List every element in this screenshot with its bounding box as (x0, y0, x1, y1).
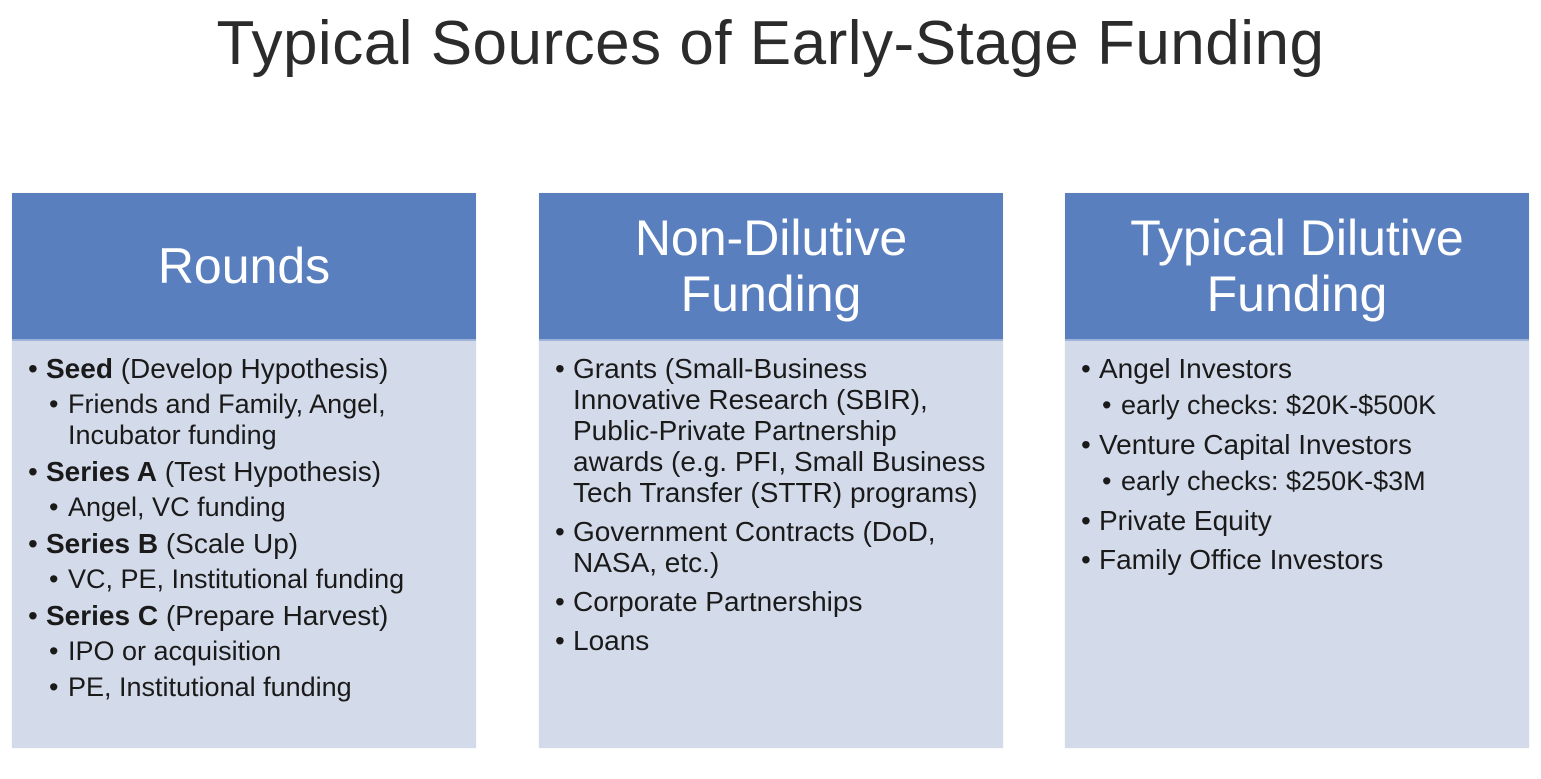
round-label: Seed (46, 353, 113, 384)
dilutive-header: Typical Dilutive Funding (1065, 193, 1529, 341)
round-series-c: Series C (Prepare Harvest) IPO or acquis… (26, 600, 462, 703)
dilutive-panel: Typical Dilutive Funding Angel Investors… (1065, 193, 1529, 748)
rounds-panel: Rounds Seed (Develop Hypothesis) Friends… (12, 193, 476, 748)
list-item: Venture Capital Investors early checks: … (1079, 429, 1515, 497)
round-series-b: Series B (Scale Up) VC, PE, Institutiona… (26, 528, 462, 595)
list-item: Grants (Small-Business Innovative Resear… (553, 353, 989, 508)
dilutive-body: Angel Investors early checks: $20K-$500K… (1065, 341, 1529, 575)
slide-title: Typical Sources of Early-Stage Funding (216, 9, 1325, 78)
round-sub-list: Angel, VC funding (46, 492, 462, 523)
list-item: Loans (553, 625, 989, 656)
round-label: Series A (46, 456, 158, 487)
list-item: Corporate Partnerships (553, 586, 989, 617)
rounds-list: Seed (Develop Hypothesis) Friends and Fa… (26, 353, 462, 703)
sub-list: early checks: $250K-$3M (1099, 466, 1515, 497)
round-seed: Seed (Develop Hypothesis) Friends and Fa… (26, 353, 462, 451)
rounds-header: Rounds (12, 193, 476, 341)
header-line: Funding (1206, 266, 1388, 322)
sub-list: early checks: $20K-$500K (1099, 390, 1515, 421)
round-detail: (Prepare Harvest) (158, 600, 389, 631)
non-dilutive-header: Non-Dilutive Funding (539, 193, 1003, 341)
list-item: Family Office Investors (1079, 544, 1515, 575)
non-dilutive-header-text: Non-Dilutive Funding (635, 210, 907, 322)
non-dilutive-panel: Non-Dilutive Funding Grants (Small-Busin… (539, 193, 1003, 748)
round-detail: (Scale Up) (158, 528, 299, 559)
non-dilutive-body: Grants (Small-Business Innovative Resear… (539, 341, 1003, 656)
round-sub-item: PE, Institutional funding (46, 672, 462, 703)
round-sub-item: Friends and Family, Angel, Incubator fun… (46, 389, 462, 451)
list-item-text: Angel Investors (1099, 353, 1292, 384)
header-line: Typical Dilutive (1130, 210, 1464, 266)
round-sub-list: VC, PE, Institutional funding (46, 564, 462, 595)
dilutive-header-text: Typical Dilutive Funding (1130, 210, 1463, 322)
list-item: Government Contracts (DoD, NASA, etc.) (553, 516, 989, 578)
round-sub-item: Angel, VC funding (46, 492, 462, 523)
list-item: Private Equity (1079, 505, 1515, 536)
round-sub-list: IPO or acquisition PE, Institutional fun… (46, 636, 462, 703)
list-item: Angel Investors early checks: $20K-$500K (1079, 353, 1515, 421)
rounds-header-line: Rounds (157, 238, 331, 294)
round-sub-list: Friends and Family, Angel, Incubator fun… (46, 389, 462, 451)
round-sub-item: VC, PE, Institutional funding (46, 564, 462, 595)
rounds-body: Seed (Develop Hypothesis) Friends and Fa… (12, 341, 476, 703)
non-dilutive-list: Grants (Small-Business Innovative Resear… (553, 353, 989, 656)
round-detail: (Develop Hypothesis) (112, 353, 389, 384)
header-line: Non-Dilutive (634, 210, 908, 266)
sub-list-item: early checks: $250K-$3M (1099, 466, 1515, 497)
list-item-text: Venture Capital Investors (1099, 429, 1412, 460)
dilutive-list: Angel Investors early checks: $20K-$500K… (1079, 353, 1515, 575)
round-series-a: Series A (Test Hypothesis) Angel, VC fun… (26, 456, 462, 523)
round-detail: (Test Hypothesis) (157, 456, 382, 487)
round-sub-item: IPO or acquisition (46, 636, 462, 667)
header-line: Funding (680, 266, 862, 322)
round-label: Series C (46, 600, 159, 631)
round-label: Series B (46, 528, 159, 559)
sub-list-item: early checks: $20K-$500K (1099, 390, 1515, 421)
